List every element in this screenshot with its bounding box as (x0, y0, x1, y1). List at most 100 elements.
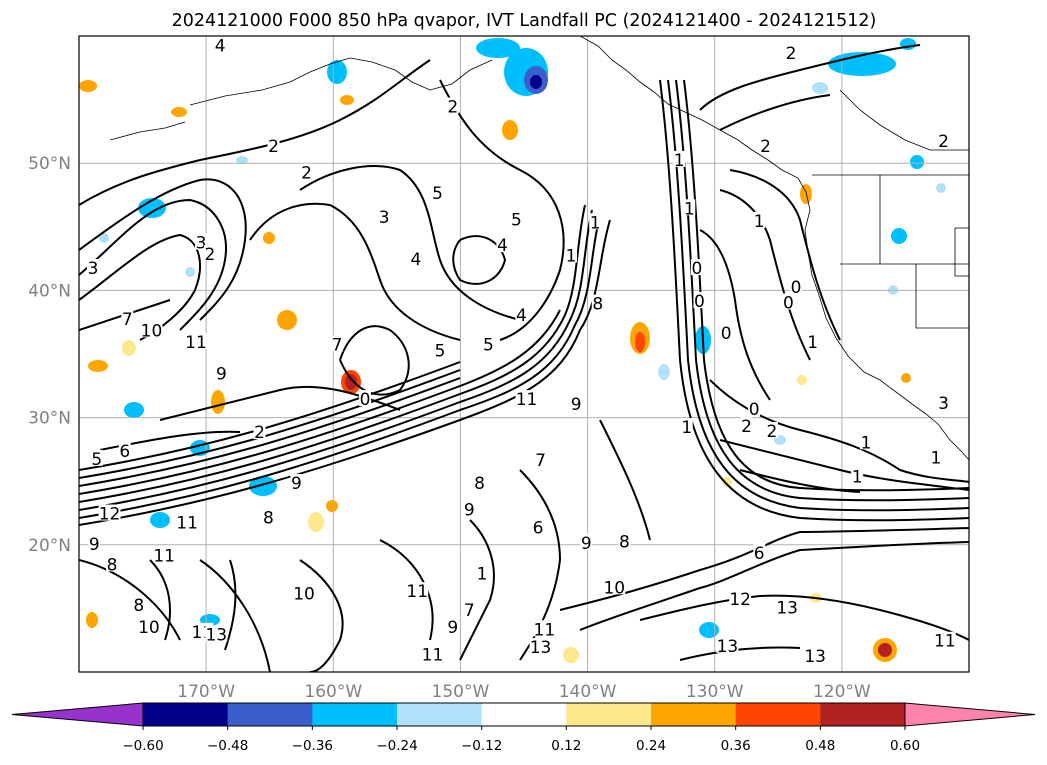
contour-label: 5 (483, 335, 494, 355)
contour-label-bg (473, 474, 486, 491)
contour-label: 10 (603, 578, 625, 598)
contour-label-bg (267, 136, 280, 153)
colorbar-segment (227, 703, 313, 726)
colorbar-tick-label: −0.48 (207, 738, 248, 754)
contour-label: 11 (516, 390, 538, 410)
contour-label: 13 (717, 637, 739, 657)
contour-label-bg (463, 601, 476, 618)
contour-label: 0 (692, 259, 703, 279)
shade-patch (910, 155, 924, 169)
contour-label-bg (406, 582, 429, 599)
contour-label-bg (729, 589, 752, 606)
contour-label-bg (140, 321, 163, 338)
contour-label-bg (106, 555, 119, 572)
contour-label-bg (496, 236, 509, 253)
contour-label: 2 (786, 44, 797, 64)
shade-patch (635, 332, 645, 352)
contour-label-bg (153, 546, 176, 563)
shade-patch (99, 233, 109, 243)
colorbar-extend-high (904, 702, 1036, 727)
contour-label-bg (515, 390, 538, 407)
contour-label: 1 (684, 199, 695, 219)
contour-label: 2 (447, 98, 458, 118)
contour-label-bg (589, 213, 602, 230)
contour-label: 13 (776, 599, 798, 619)
shade-patch (88, 360, 108, 372)
shade-patch (326, 500, 338, 512)
contour-label-bg (851, 467, 864, 484)
contour-label-bg (753, 211, 766, 228)
contour-label: 5 (511, 211, 522, 231)
contour-label-bg (790, 278, 803, 295)
contour-label: 0 (749, 400, 760, 420)
contour-label-bg (121, 309, 134, 326)
contour-label-bg (515, 306, 528, 323)
contour-label: 1 (931, 449, 942, 469)
shade-patch (563, 647, 579, 663)
colorbar-segment (820, 703, 906, 726)
contour-label: 7 (535, 451, 546, 471)
contour-label: 0 (360, 390, 371, 410)
contour-label-bg (776, 598, 799, 615)
contour-label-bg (482, 335, 495, 352)
shade-patch (327, 60, 347, 84)
contour-label: 9 (291, 474, 302, 494)
contour-label: 2 (760, 137, 771, 157)
contour-label: 1 (861, 433, 872, 453)
shade-patch (812, 82, 828, 94)
shade-patch (236, 156, 248, 164)
contour-label: 0 (694, 292, 705, 312)
shade-patch (828, 52, 896, 76)
contour-label: 9 (581, 534, 592, 554)
shade-patch (797, 375, 807, 385)
shade-patch (211, 390, 225, 414)
contour-label-bg (806, 332, 819, 349)
contour-label-bg (86, 259, 99, 276)
shade-patch (263, 232, 275, 244)
contour-label-bg (933, 631, 956, 648)
contour-label: 3 (379, 208, 390, 228)
shade-patch (185, 267, 195, 277)
contour-label: 8 (619, 533, 630, 553)
contour-label-bg (463, 500, 476, 517)
contour-label-bg (804, 647, 827, 664)
contour-label: 3 (938, 394, 949, 414)
contour-label: 3 (88, 259, 99, 279)
colorbar-tick-label: 0.24 (636, 738, 666, 754)
contour-label-bg (293, 584, 316, 601)
shade-patch (936, 183, 946, 193)
contour-label: 0 (783, 293, 794, 313)
contour-label-bg (331, 335, 344, 352)
colorbar-tick-label: −0.12 (461, 738, 502, 754)
contour-label-bg (720, 323, 733, 340)
contour-label: 8 (263, 508, 274, 528)
contour-label-bg (434, 341, 447, 358)
contour-label: 11 (153, 547, 175, 567)
contour-label-bg (693, 292, 706, 309)
contour-label-bg (534, 451, 547, 468)
contour-label-bg (262, 508, 275, 525)
colorbar-segment (312, 703, 398, 726)
contour-label-bg (290, 474, 303, 491)
x-tick-label: 170°W (177, 682, 235, 702)
shade-patch (122, 340, 136, 356)
contour-label: 11 (406, 582, 428, 602)
shade-patch (249, 476, 277, 496)
contour-label: 4 (516, 306, 527, 326)
contour-label-bg (88, 535, 101, 552)
colorbar-frame (142, 702, 906, 727)
contour-label-bg (205, 625, 228, 642)
contour-label-bg (531, 518, 544, 535)
x-tick-label: 150°W (432, 682, 490, 702)
contour-label-bg (759, 136, 772, 153)
contour-label-bg (446, 617, 459, 634)
contour-label-bg (929, 448, 942, 465)
contour-label-bg (253, 423, 266, 440)
contour-label: 7 (464, 601, 475, 621)
contour-label-bg (137, 617, 160, 634)
colorbar: −0.60 −0.48 −0.36 −0.24 −0.12 0.12 0.24 0.36 0.4… (11, 702, 1036, 754)
shade-patch (658, 364, 670, 380)
contour-label: 0 (791, 278, 802, 298)
